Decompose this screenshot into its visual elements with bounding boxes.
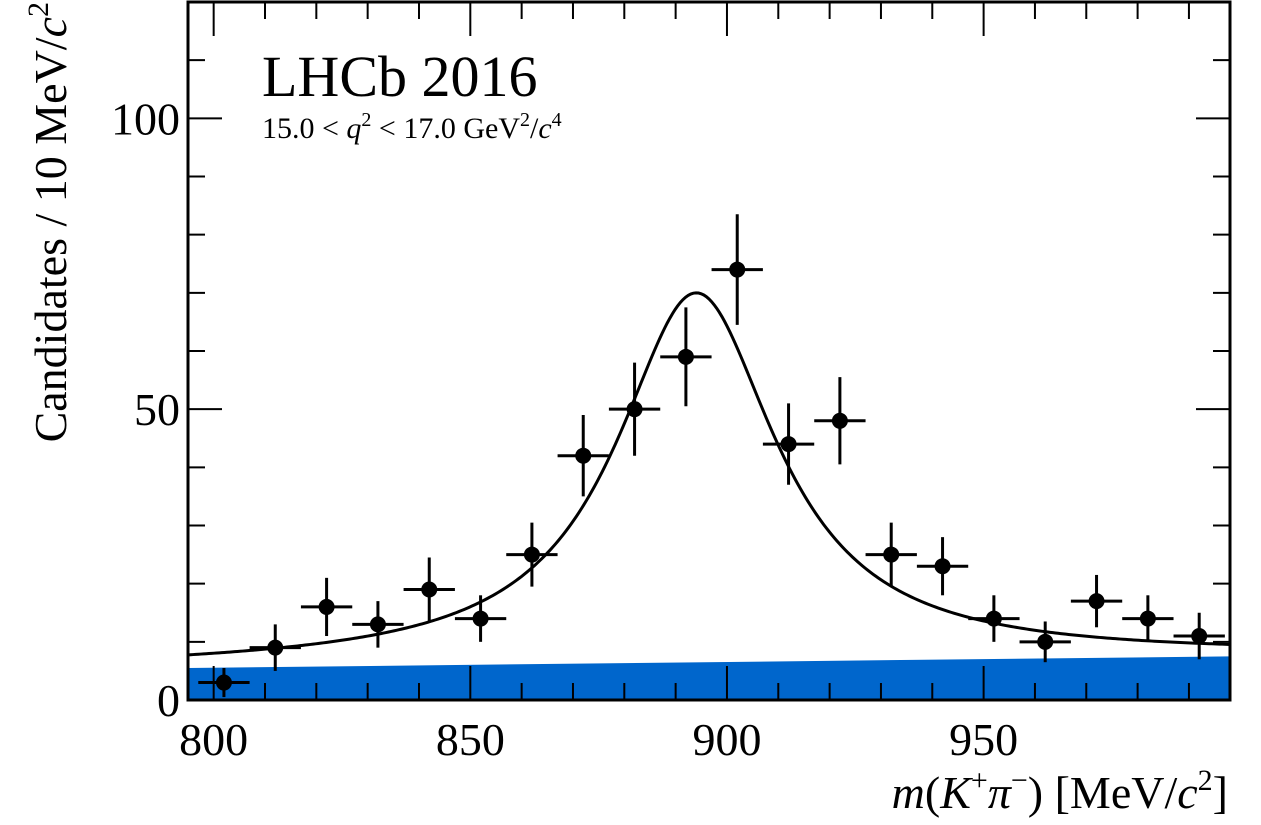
data-point — [1122, 595, 1174, 642]
point-marker — [729, 261, 746, 278]
point-marker — [626, 401, 643, 418]
data-point — [711, 214, 763, 325]
point-marker — [421, 581, 438, 598]
y-tick-label: 0 — [157, 675, 180, 726]
point-marker — [1139, 610, 1156, 627]
point-marker — [1037, 633, 1054, 650]
point-marker — [780, 436, 797, 453]
point-marker — [318, 598, 335, 615]
data-point — [968, 595, 1020, 642]
data-point — [1070, 574, 1123, 628]
point-marker — [985, 610, 1002, 627]
data-points-layer — [198, 214, 1225, 698]
y-tick-label: 100 — [111, 93, 180, 144]
data-point — [352, 601, 404, 648]
point-marker — [472, 610, 489, 627]
point-marker — [831, 412, 848, 429]
fit-curve — [187, 291, 1231, 657]
data-point — [454, 595, 507, 642]
data-point — [403, 557, 455, 622]
data-point — [865, 522, 917, 587]
data-point — [1019, 621, 1071, 663]
data-point — [762, 403, 815, 485]
x-tick-label: 900 — [692, 714, 761, 765]
data-point — [814, 377, 866, 465]
background-band-layer — [188, 656, 1230, 700]
point-marker — [267, 639, 284, 656]
y-tick-label: 50 — [134, 384, 180, 435]
point-marker — [883, 546, 900, 563]
point-marker — [369, 616, 386, 633]
background-band — [188, 656, 1230, 700]
data-point — [198, 668, 250, 698]
data-point — [660, 307, 712, 407]
data-point — [506, 522, 558, 587]
point-marker — [215, 674, 232, 691]
x-tick-label: 850 — [436, 714, 505, 765]
data-point — [249, 624, 301, 671]
point-marker — [523, 546, 540, 563]
x-axis-title: m(K+π−) [MeV/c2] — [892, 764, 1228, 818]
x-tick-label: 800 — [179, 714, 248, 765]
axis-ticks-layer: 800 850 900 950 0 50 100 — [111, 1, 1230, 765]
data-point — [300, 577, 353, 637]
data-point — [608, 362, 661, 456]
point-marker — [677, 348, 694, 365]
y-axis-title: Candidates / 10 MeV/c2 — [22, 2, 76, 442]
data-point — [916, 537, 969, 596]
point-marker — [934, 558, 951, 575]
experiment-label: LHCb 2016 — [262, 44, 538, 109]
point-marker — [1191, 628, 1208, 645]
x-tick-label: 950 — [949, 714, 1018, 765]
fit-curve-layer — [187, 291, 1231, 657]
selection-label: 15.0 < q2 < 17.0 GeV2/c4 — [262, 109, 562, 145]
point-marker — [1088, 593, 1105, 610]
data-point — [1173, 612, 1225, 660]
point-marker — [575, 447, 592, 464]
data-point — [557, 414, 609, 497]
